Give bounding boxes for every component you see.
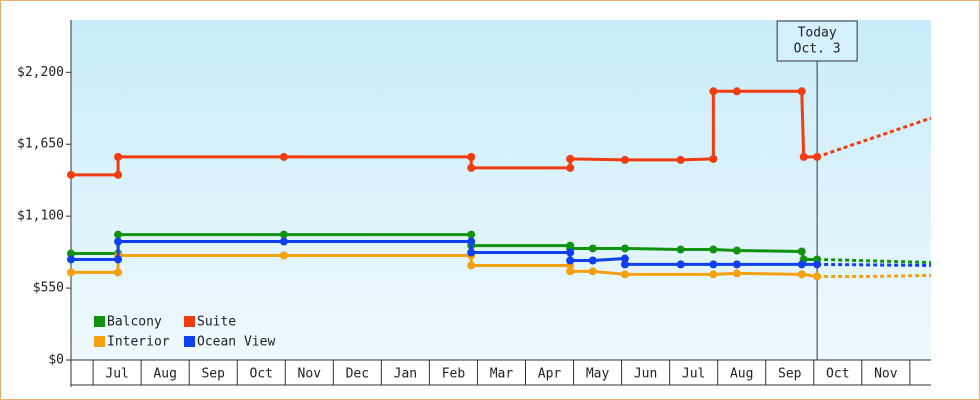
point	[732, 260, 741, 269]
x-tick-label: Oct	[826, 367, 849, 382]
today-box	[776, 20, 858, 62]
y-tick-label: $1,650	[17, 137, 64, 152]
forecast-line	[817, 257, 932, 264]
x-tick-label: Apr	[538, 367, 562, 382]
point	[114, 170, 123, 179]
x-tick-label: Mar	[490, 367, 514, 382]
point	[279, 237, 288, 246]
point	[797, 260, 806, 269]
y-tick-label: $550	[33, 281, 64, 296]
series-line	[71, 89, 818, 177]
x-tick-label: Jun	[634, 367, 657, 382]
legend-swatch	[184, 336, 195, 347]
point	[797, 247, 806, 256]
legend-label: Interior	[107, 335, 170, 350]
y-tick-label: $2,200	[17, 65, 64, 80]
point	[467, 152, 476, 161]
x-tick-label: Sep	[778, 367, 802, 382]
point	[566, 248, 575, 257]
point	[67, 170, 75, 179]
point	[813, 152, 822, 161]
point	[279, 251, 288, 260]
point	[566, 267, 575, 276]
point	[588, 244, 597, 253]
forecast-line	[817, 273, 932, 278]
point	[67, 255, 75, 264]
point	[799, 152, 808, 161]
point	[620, 244, 629, 253]
legend-label: Balcony	[107, 315, 162, 330]
x-tick-label: Jul	[682, 367, 705, 382]
point	[676, 260, 685, 269]
point	[813, 272, 822, 281]
today-label: Today	[798, 26, 837, 41]
x-tick-label: Jan	[394, 367, 417, 382]
point	[467, 163, 476, 172]
legend-label: Suite	[197, 315, 236, 330]
series-line	[71, 240, 818, 266]
legend-swatch	[184, 316, 195, 327]
point	[67, 249, 75, 258]
point	[620, 155, 629, 164]
point	[676, 245, 685, 254]
point	[797, 87, 806, 96]
forecast-line	[817, 262, 932, 267]
point	[676, 155, 685, 164]
point	[114, 268, 123, 277]
legend-swatch	[94, 316, 105, 327]
x-tick-label: Nov	[298, 367, 322, 382]
y-tick-label: $0	[48, 353, 64, 368]
point	[279, 230, 288, 239]
point	[732, 87, 741, 96]
x-tick-label: Jul	[105, 367, 128, 382]
point	[114, 255, 123, 264]
point	[813, 260, 822, 269]
point	[732, 269, 741, 278]
point	[566, 256, 575, 265]
point	[114, 237, 123, 246]
point	[114, 230, 123, 239]
point	[467, 237, 476, 246]
point	[709, 87, 718, 96]
point	[114, 152, 123, 161]
forecast-line	[816, 116, 932, 159]
series-line	[71, 233, 818, 261]
legend-swatch	[94, 336, 105, 347]
point	[732, 246, 741, 255]
point	[566, 154, 575, 163]
point	[620, 270, 629, 279]
y-tick-label: $1,100	[17, 209, 64, 224]
x-tick-label: Aug	[153, 367, 176, 382]
x-tick-label: Oct	[250, 367, 273, 382]
point	[588, 267, 597, 276]
legend-label: Ocean View	[197, 335, 275, 350]
point	[467, 261, 476, 270]
x-tick-label: Feb	[442, 367, 466, 382]
point	[620, 254, 629, 263]
point	[620, 260, 629, 269]
today-label: Oct. 3	[794, 42, 841, 57]
point	[709, 154, 718, 163]
point	[588, 256, 597, 265]
point	[797, 270, 806, 279]
point	[467, 248, 476, 257]
x-tick-label: Dec	[346, 367, 369, 382]
x-tick-label: Nov	[874, 367, 898, 382]
point	[279, 152, 288, 161]
x-tick-label: May	[586, 367, 610, 382]
point	[467, 230, 476, 239]
point	[566, 163, 575, 172]
plot-background	[71, 20, 931, 360]
point	[67, 268, 75, 277]
point	[709, 245, 718, 254]
x-tick-label: Aug	[730, 367, 753, 382]
point	[709, 260, 718, 269]
x-tick-label: Sep	[201, 367, 225, 382]
point	[709, 270, 718, 279]
